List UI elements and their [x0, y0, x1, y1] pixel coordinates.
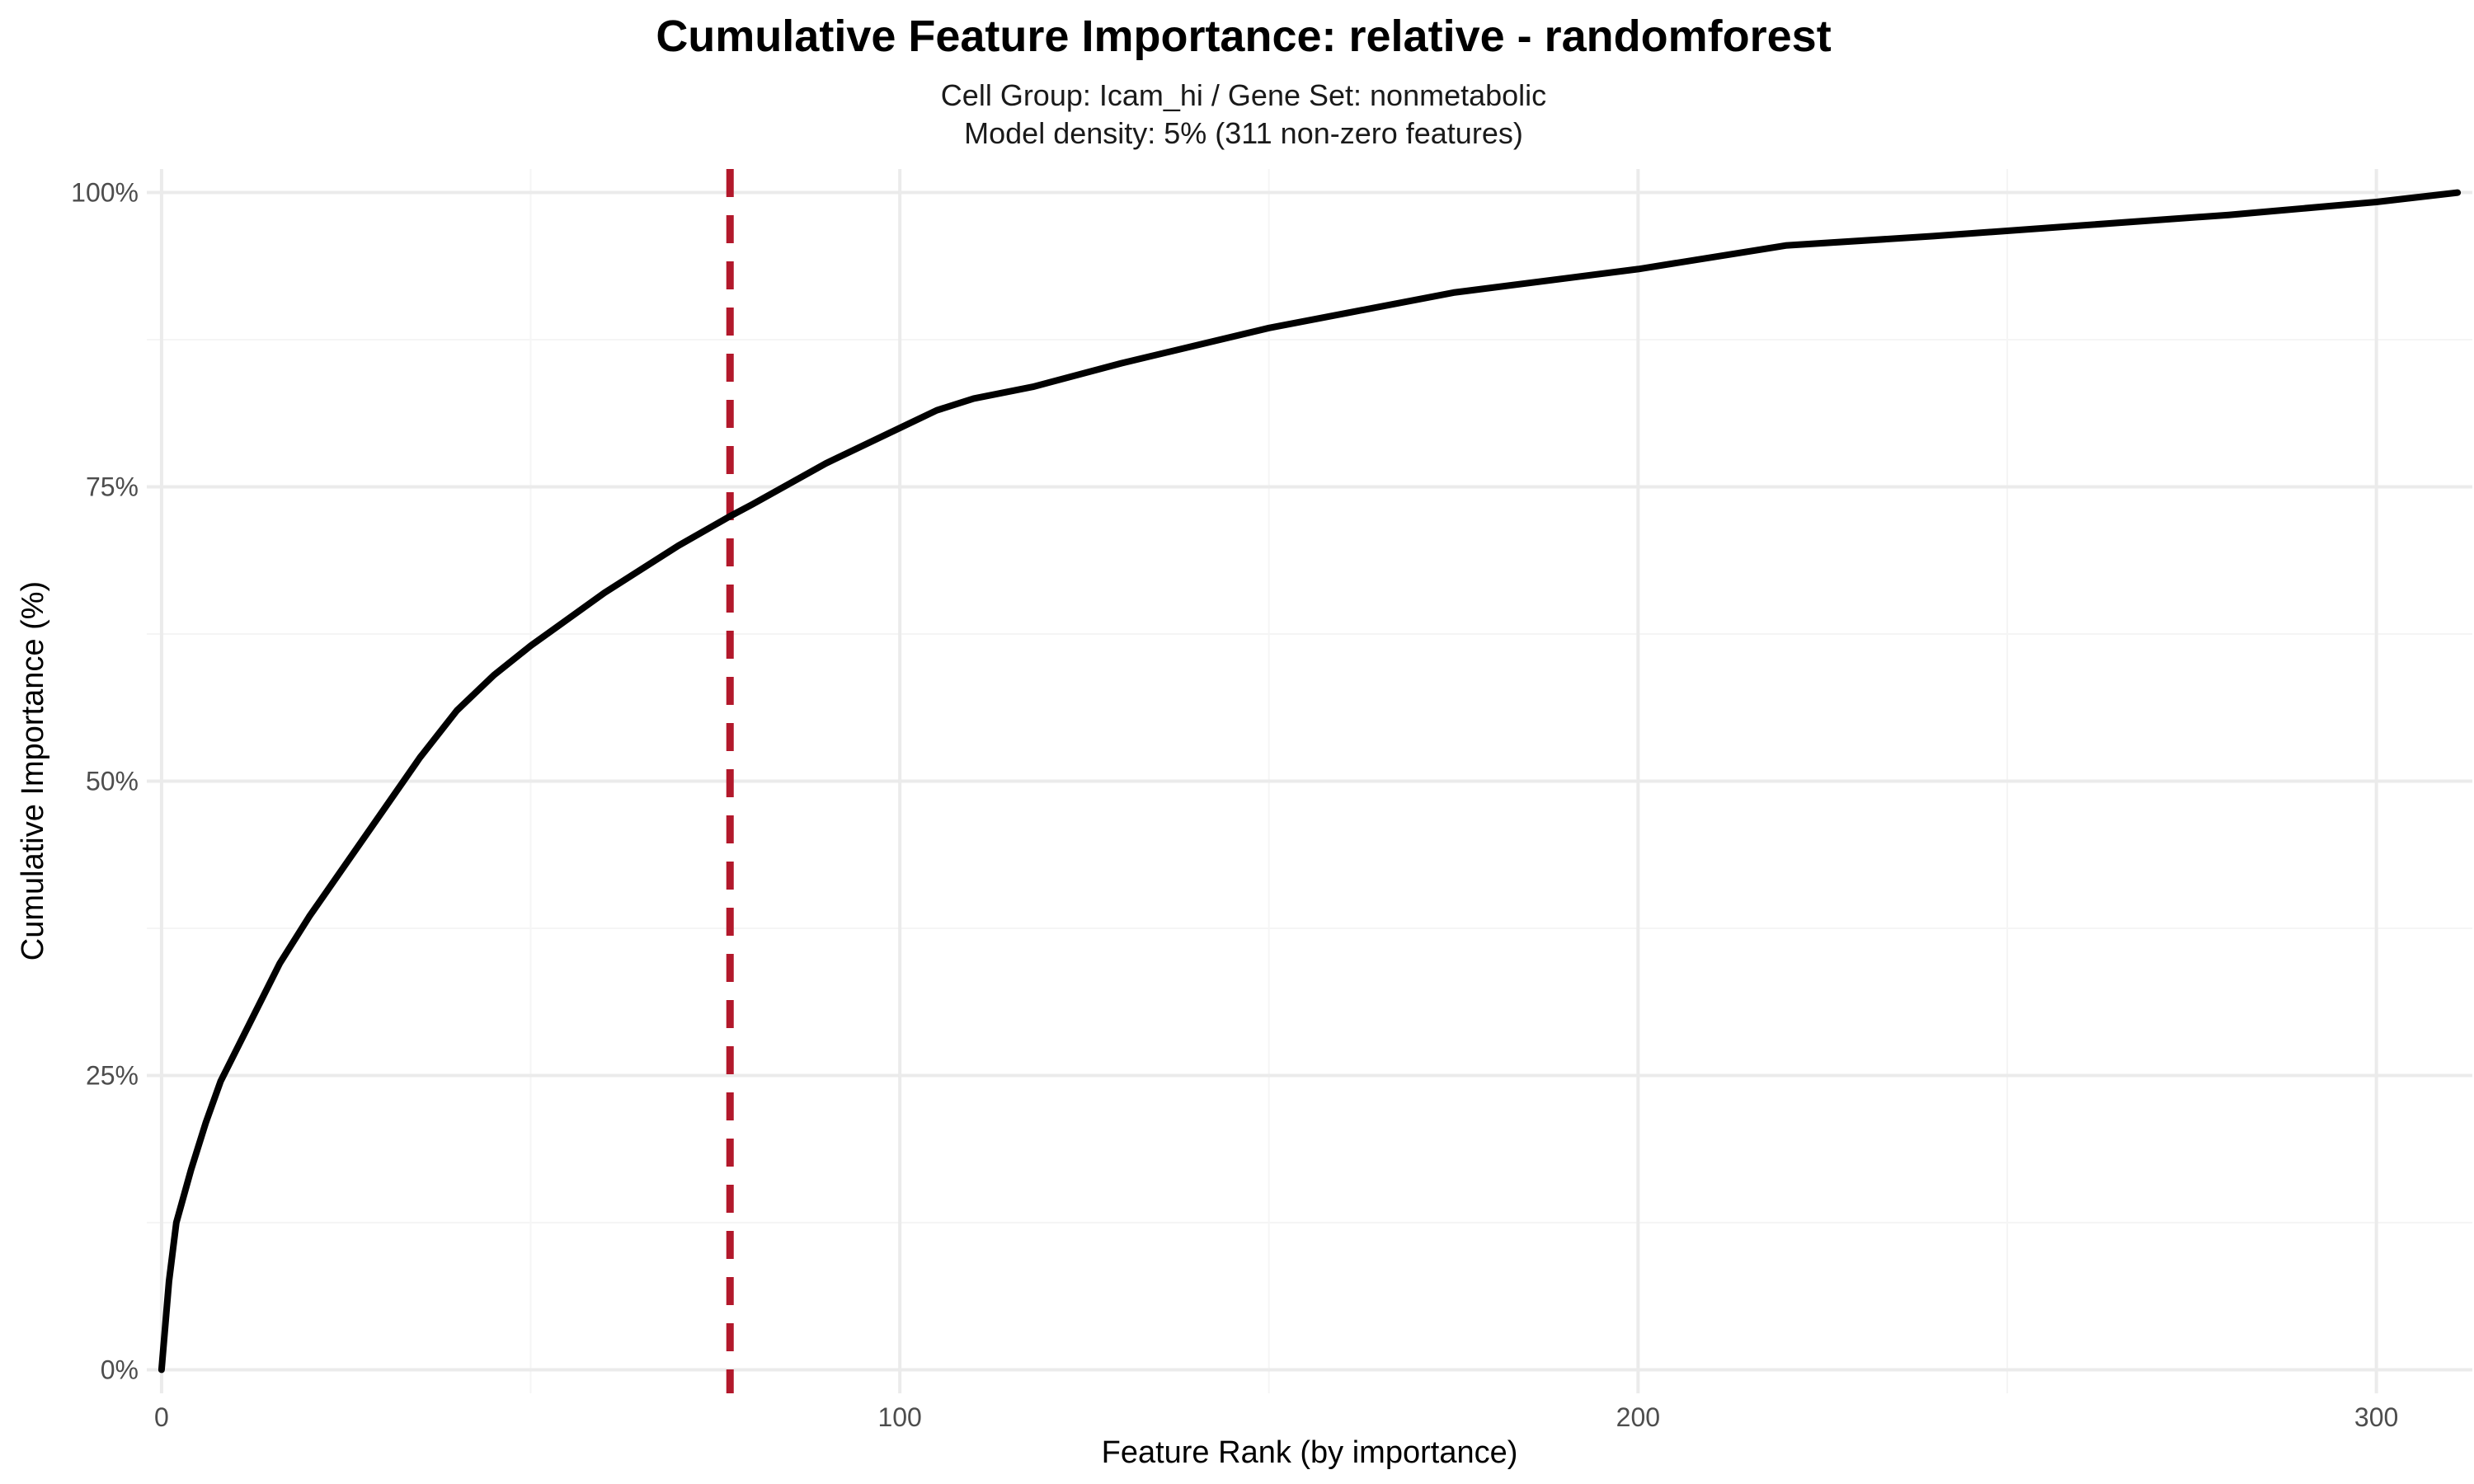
- chart-title: Cumulative Feature Importance: relative …: [656, 12, 1831, 61]
- x-tick-label: 0: [154, 1402, 169, 1432]
- y-axis-title: Cumulative Importance (%): [16, 581, 50, 960]
- y-tick-label: 25%: [86, 1060, 139, 1090]
- y-tick-label: 100%: [71, 178, 139, 208]
- cumulative-importance-line: [158, 189, 2462, 1374]
- x-tick-label: 100: [877, 1402, 921, 1432]
- axes: 0% 25% 50% 75% 100% 0 100 200 300: [71, 178, 2398, 1432]
- chart-subtitle-line-1: Cell Group: Icam_hi / Gene Set: nonmetab…: [941, 78, 1546, 112]
- y-tick-label: 75%: [86, 472, 139, 502]
- x-axis-title: Feature Rank (by importance): [1102, 1435, 1518, 1470]
- x-tick-label: 300: [2354, 1402, 2398, 1432]
- series-layer: [158, 189, 2462, 1374]
- x-tick-label: 200: [1616, 1402, 1660, 1432]
- y-tick-label: 50%: [86, 767, 139, 796]
- chart-subtitle-line-2: Model density: 5% (311 non-zero features…: [964, 116, 1523, 150]
- grid: [147, 169, 2472, 1393]
- y-tick-label: 0%: [101, 1355, 139, 1384]
